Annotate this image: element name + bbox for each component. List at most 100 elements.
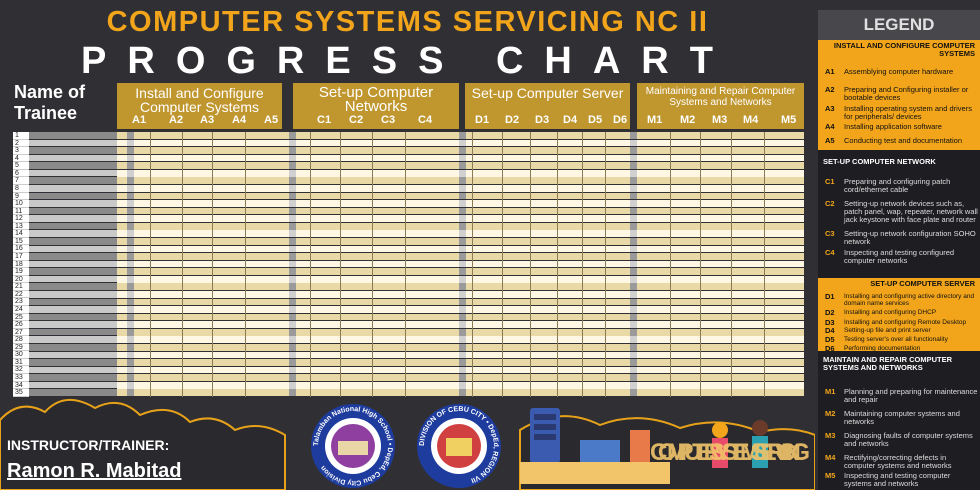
progress-cell-row[interactable]: [637, 154, 804, 162]
progress-cell-row[interactable]: [117, 260, 289, 268]
trainee-name-cell[interactable]: [29, 283, 127, 290]
progress-cell-row[interactable]: [466, 260, 638, 268]
progress-cell-row[interactable]: [466, 147, 638, 154]
progress-cell-row[interactable]: [466, 275, 638, 283]
progress-cell-row[interactable]: [637, 328, 804, 336]
trainee-name-cell[interactable]: [29, 169, 127, 177]
progress-cell-row[interactable]: [294, 291, 467, 298]
trainee-name-cell[interactable]: [29, 162, 127, 169]
progress-cell-row[interactable]: [466, 389, 638, 397]
progress-cell-row[interactable]: [117, 389, 289, 397]
progress-cell-row[interactable]: [117, 207, 289, 215]
progress-cell-row[interactable]: [117, 222, 289, 230]
progress-cell-row[interactable]: [466, 192, 638, 200]
progress-cell-row[interactable]: [637, 200, 804, 207]
trainee-name-cell[interactable]: [29, 260, 127, 268]
progress-cell-row[interactable]: [466, 238, 638, 245]
progress-cell-row[interactable]: [294, 275, 467, 283]
progress-cell-row[interactable]: [466, 169, 638, 177]
progress-cell-row[interactable]: [466, 245, 638, 253]
progress-cell-row[interactable]: [117, 374, 289, 382]
progress-cell-row[interactable]: [117, 344, 289, 351]
progress-cell-row[interactable]: [637, 359, 804, 366]
progress-cell-row[interactable]: [637, 215, 804, 223]
progress-cell-row[interactable]: [637, 162, 804, 170]
progress-cell-row[interactable]: [294, 162, 467, 170]
progress-cell-row[interactable]: [466, 321, 638, 329]
progress-cell-row[interactable]: [294, 185, 467, 192]
progress-cell-row[interactable]: [117, 336, 289, 344]
progress-cell-row[interactable]: [637, 374, 804, 382]
progress-cell-row[interactable]: [294, 207, 467, 215]
progress-cell-row[interactable]: [117, 351, 289, 359]
progress-cell-row[interactable]: [466, 162, 638, 170]
trainee-name-cell[interactable]: [29, 366, 127, 374]
progress-cell-row[interactable]: [117, 185, 289, 192]
progress-cell-row[interactable]: [294, 169, 467, 177]
progress-cell-row[interactable]: [294, 321, 467, 329]
progress-cell-row[interactable]: [637, 185, 804, 192]
progress-cell-row[interactable]: [637, 222, 804, 230]
progress-cell-row[interactable]: [294, 215, 467, 223]
progress-cell-row[interactable]: [637, 207, 804, 215]
trainee-name-cell[interactable]: [29, 291, 127, 298]
progress-cell-row[interactable]: [294, 253, 467, 260]
progress-cell-row[interactable]: [466, 313, 638, 321]
progress-cell-row[interactable]: [466, 177, 638, 185]
trainee-name-cell[interactable]: [29, 222, 127, 230]
progress-cell-row[interactable]: [466, 336, 638, 344]
progress-cell-row[interactable]: [294, 154, 467, 162]
progress-cell-row[interactable]: [637, 238, 804, 245]
progress-cell-row[interactable]: [117, 275, 289, 283]
trainee-name-cell[interactable]: [29, 344, 127, 351]
progress-cell-row[interactable]: [466, 139, 638, 147]
progress-cell-row[interactable]: [466, 366, 638, 374]
progress-cell-row[interactable]: [466, 222, 638, 230]
progress-cell-row[interactable]: [117, 215, 289, 223]
progress-cell-row[interactable]: [466, 359, 638, 366]
progress-cell-row[interactable]: [466, 374, 638, 382]
progress-cell-row[interactable]: [117, 132, 289, 139]
progress-cell-row[interactable]: [466, 328, 638, 336]
progress-cell-row[interactable]: [637, 351, 804, 359]
trainee-name-cell[interactable]: [29, 306, 127, 313]
progress-cell-row[interactable]: [117, 147, 289, 154]
progress-cell-row[interactable]: [117, 298, 289, 306]
trainee-name-cell[interactable]: [29, 200, 127, 207]
progress-cell-row[interactable]: [637, 245, 804, 253]
trainee-name-cell[interactable]: [29, 351, 127, 359]
progress-cell-row[interactable]: [117, 328, 289, 336]
progress-cell-row[interactable]: [637, 177, 804, 185]
trainee-name-cell[interactable]: [29, 139, 127, 147]
progress-cell-row[interactable]: [117, 253, 289, 260]
progress-cell-row[interactable]: [637, 336, 804, 344]
progress-cell-row[interactable]: [294, 230, 467, 238]
progress-cell-row[interactable]: [637, 132, 804, 139]
progress-cell-row[interactable]: [466, 351, 638, 359]
progress-cell-row[interactable]: [294, 313, 467, 321]
progress-cell-row[interactable]: [294, 336, 467, 344]
trainee-name-cell[interactable]: [29, 275, 127, 283]
progress-cell-row[interactable]: [637, 192, 804, 200]
progress-cell-row[interactable]: [637, 366, 804, 374]
progress-cell-row[interactable]: [466, 200, 638, 207]
progress-cell-row[interactable]: [637, 147, 804, 154]
trainee-name-cell[interactable]: [29, 245, 127, 253]
progress-cell-row[interactable]: [637, 291, 804, 298]
progress-cell-row[interactable]: [117, 306, 289, 313]
progress-cell-row[interactable]: [294, 344, 467, 351]
trainee-name-cell[interactable]: [29, 207, 127, 215]
progress-cell-row[interactable]: [294, 192, 467, 200]
progress-cell-row[interactable]: [294, 351, 467, 359]
progress-cell-row[interactable]: [117, 291, 289, 298]
trainee-name-cell[interactable]: [29, 230, 127, 237]
progress-cell-row[interactable]: [294, 359, 467, 366]
trainee-name-cell[interactable]: [29, 336, 127, 343]
progress-cell-row[interactable]: [294, 268, 467, 276]
progress-cell-row[interactable]: [637, 283, 804, 291]
progress-cell-row[interactable]: [117, 169, 289, 177]
progress-cell-row[interactable]: [117, 154, 289, 162]
progress-cell-row[interactable]: [637, 230, 804, 238]
progress-cell-row[interactable]: [466, 154, 638, 162]
progress-cell-row[interactable]: [637, 389, 804, 397]
